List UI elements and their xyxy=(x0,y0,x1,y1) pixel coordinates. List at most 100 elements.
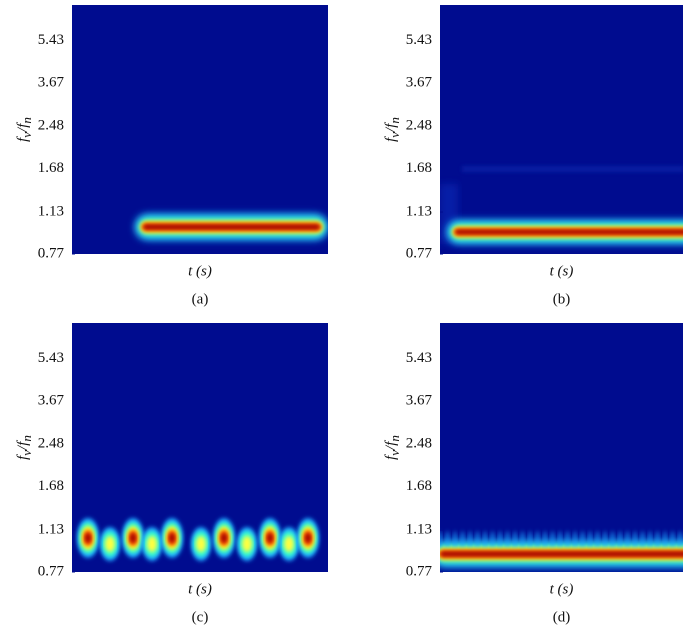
ripple xyxy=(602,531,608,547)
faint-line xyxy=(462,166,683,172)
subscript: n xyxy=(387,435,402,442)
ripple xyxy=(557,531,563,547)
heatmap xyxy=(135,214,328,240)
ripple xyxy=(580,531,585,547)
y-tick-label: 1.68 xyxy=(38,160,64,176)
heatmap xyxy=(77,518,319,561)
heat-blob xyxy=(305,533,311,543)
y-tick-label: 1.13 xyxy=(38,521,64,537)
label-part: f xyxy=(15,136,31,142)
heat-band xyxy=(440,551,683,557)
ripple xyxy=(670,531,675,547)
x-axis-label: t (s) xyxy=(188,581,212,597)
ripple xyxy=(505,531,510,547)
subscript: v xyxy=(387,450,402,456)
plot-background xyxy=(440,323,683,572)
heat-band xyxy=(455,229,683,235)
label-part: / xyxy=(383,444,399,451)
y-tick-label: 2.48 xyxy=(38,117,64,133)
heat-blob xyxy=(196,536,206,552)
ripple xyxy=(640,531,645,547)
label-part: / xyxy=(15,444,31,451)
panel-caption: (a) xyxy=(192,291,209,307)
y-tick-label: 2.48 xyxy=(38,435,64,451)
ripple xyxy=(662,531,668,547)
y-tick-label: 0.77 xyxy=(406,563,433,579)
y-tick-label: 0.77 xyxy=(38,563,65,579)
ripple xyxy=(460,531,465,547)
ripple xyxy=(625,531,630,547)
ripple xyxy=(490,531,495,547)
heat-blob xyxy=(105,536,115,552)
label-part: f xyxy=(15,440,31,446)
ripple xyxy=(512,531,518,547)
y-tick-label: 1.68 xyxy=(38,478,64,494)
ripple xyxy=(475,531,480,547)
label-part: f xyxy=(383,122,399,128)
y-tick-label: 0.77 xyxy=(38,245,65,261)
ripple xyxy=(527,531,533,547)
ripple xyxy=(647,531,653,547)
y-tick-label: 3.67 xyxy=(38,75,65,91)
ripple xyxy=(452,531,458,547)
label-part: / xyxy=(383,126,399,133)
x-axis-label: t (s) xyxy=(550,581,574,597)
label-part: / xyxy=(15,126,31,133)
ripple xyxy=(677,531,683,547)
heat-blob xyxy=(147,536,157,552)
subscript: n xyxy=(387,117,402,124)
subscript: n xyxy=(19,117,34,124)
label-part: f xyxy=(15,454,31,460)
y-axis-label: fv/fn xyxy=(383,435,401,460)
heatmap xyxy=(440,166,683,244)
ripple xyxy=(632,531,638,547)
y-axis-label: fv/fn xyxy=(15,435,33,460)
ripple xyxy=(617,531,623,547)
heat-band xyxy=(143,224,320,230)
y-tick-label: 0.77 xyxy=(406,245,433,261)
ripple xyxy=(520,531,525,547)
subscript: n xyxy=(19,435,34,442)
y-tick-label: 1.13 xyxy=(406,203,432,219)
panel-caption: (b) xyxy=(553,291,571,307)
ripple xyxy=(542,531,548,547)
heat-blob xyxy=(85,533,91,543)
y-tick-label: 3.67 xyxy=(38,393,65,409)
ripple xyxy=(572,531,578,547)
ripple xyxy=(440,531,443,547)
subscript: v xyxy=(19,450,34,456)
plot-background xyxy=(72,5,328,254)
subscript: v xyxy=(19,132,34,138)
y-tick-label: 5.43 xyxy=(406,32,432,48)
label-part: f xyxy=(15,122,31,128)
heat-blob xyxy=(169,533,175,543)
label-part: f xyxy=(383,454,399,460)
y-tick-label: 1.13 xyxy=(38,203,64,219)
y-tick-label: 3.67 xyxy=(406,75,433,91)
heat-blob xyxy=(221,533,227,543)
ripple xyxy=(535,531,540,547)
x-axis-label: t (s) xyxy=(550,263,574,279)
heat-blob xyxy=(284,536,294,552)
y-axis-label: fv/fn xyxy=(383,117,401,142)
y-tick-label: 5.43 xyxy=(406,350,432,366)
y-tick-label: 1.68 xyxy=(406,478,432,494)
y-tick-label: 2.48 xyxy=(406,435,432,451)
y-tick-label: 1.13 xyxy=(406,521,432,537)
heatmap xyxy=(440,531,683,567)
ripple xyxy=(482,531,488,547)
heat-blob xyxy=(130,533,136,543)
ripple xyxy=(565,531,570,547)
ripple xyxy=(610,531,615,547)
y-tick-label: 5.43 xyxy=(38,350,64,366)
y-tick-label: 2.48 xyxy=(406,117,432,133)
y-tick-label: 3.67 xyxy=(406,393,433,409)
y-axis-label: fv/fn xyxy=(15,117,33,142)
ripple xyxy=(655,531,660,547)
y-tick-label: 5.43 xyxy=(38,32,64,48)
ripple xyxy=(587,531,593,547)
plot-background xyxy=(440,5,683,254)
panel-caption: (c) xyxy=(192,609,209,625)
panel-caption: (d) xyxy=(553,609,571,625)
